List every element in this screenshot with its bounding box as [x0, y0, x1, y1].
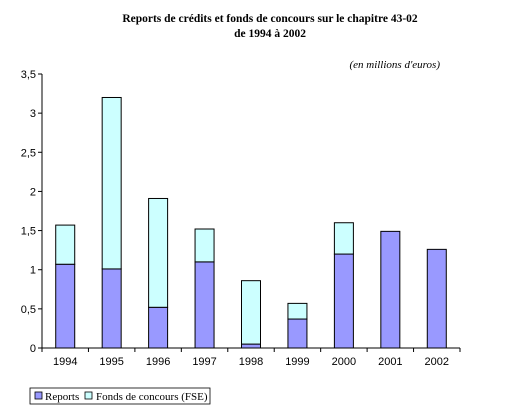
bar-reports-2001 — [380, 230, 401, 349]
bar-reports-1998 — [241, 343, 261, 349]
bar-fonds-de-concours-1997 — [194, 228, 215, 263]
y-tick-label: 3 — [30, 108, 36, 120]
x-tick-label: 2001 — [378, 356, 402, 368]
unit-note: (en millions d'euros) — [349, 59, 440, 71]
bar-fonds-de-concours-1998 — [241, 280, 261, 345]
legend-frame — [29, 387, 211, 405]
x-tick-label: 1996 — [146, 356, 170, 368]
bar-reports-1997 — [194, 261, 215, 349]
y-tick-label: 0 — [30, 343, 36, 355]
bar-fonds-de-concours-1994 — [55, 224, 76, 265]
bar-reports-2002 — [426, 248, 447, 349]
x-tick-label: 1998 — [239, 356, 263, 368]
y-tick-label: 1,5 — [21, 226, 36, 238]
bar-reports-1995 — [101, 268, 122, 349]
x-tick-label: 1997 — [192, 356, 216, 368]
y-tick-label: 1 — [30, 265, 36, 277]
bar-fonds-de-concours-1995 — [101, 96, 122, 270]
legend-swatch-reports — [34, 391, 43, 400]
bar-reports-2000 — [333, 253, 354, 349]
bar-reports-1994 — [55, 263, 76, 349]
chart-title-line-1: Reports de crédits et fonds de concours … — [122, 13, 418, 25]
x-tick-label: 2002 — [425, 356, 449, 368]
x-tick-label: 1994 — [53, 356, 77, 368]
bar-fonds-de-concours-2000 — [333, 222, 354, 255]
bar-reports-1996 — [148, 306, 169, 349]
x-tick-label: 2000 — [332, 356, 356, 368]
y-tick-label: 0,5 — [21, 304, 36, 316]
bar-reports-1999 — [287, 318, 308, 349]
y-tick-label: 2,5 — [21, 147, 36, 159]
x-tick-label: 1999 — [285, 356, 309, 368]
chart-title-line-2: de 1994 à 2002 — [234, 28, 306, 40]
x-tick-label: 1995 — [99, 356, 123, 368]
plot-area: 0 0,5 1 1,5 2 2,5 3 3,5 1994 1995 1996 1997 1998 1999… — [21, 69, 461, 368]
legend-label-fonds-de-concours: Fonds de concours (FSE) — [96, 391, 208, 403]
legend-swatch-fonds-de-concours — [84, 391, 93, 400]
bar-fonds-de-concours-1999 — [287, 302, 308, 320]
y-tick-label: 3,5 — [21, 69, 36, 81]
y-tick-label: 2 — [30, 186, 36, 198]
legend-label-reports: Reports — [45, 391, 79, 403]
legend: Reports Fonds de concours (FSE) — [29, 387, 211, 405]
bar-fonds-de-concours-1996 — [148, 197, 169, 308]
